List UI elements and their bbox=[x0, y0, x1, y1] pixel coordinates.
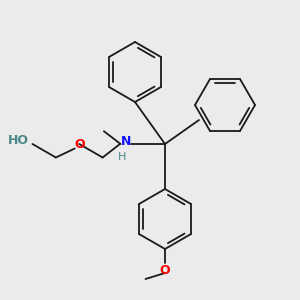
Text: O: O bbox=[160, 264, 170, 277]
Text: H: H bbox=[118, 152, 127, 162]
Text: N: N bbox=[121, 135, 131, 148]
Text: HO: HO bbox=[8, 134, 29, 147]
Text: O: O bbox=[74, 137, 85, 151]
